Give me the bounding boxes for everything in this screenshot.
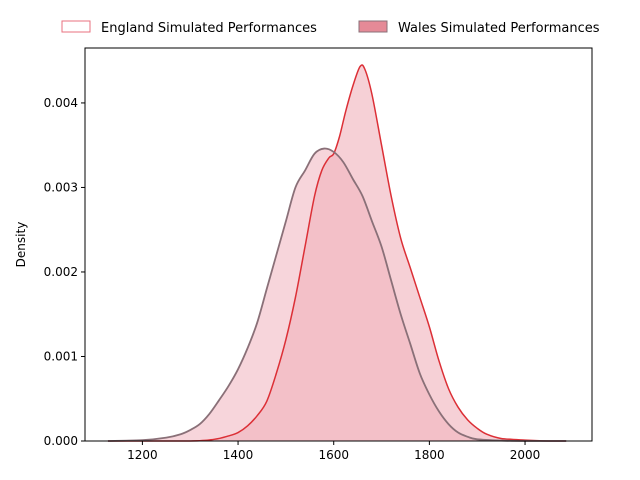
y-tick-label: 0.000 [44, 434, 78, 448]
england-density-line [107, 64, 567, 442]
wales-density-line [107, 147, 567, 442]
legend-label-wales: Wales Simulated Performances [398, 21, 600, 36]
x-tick-label: 2000 [510, 448, 541, 462]
legend-swatch-england [61, 20, 91, 33]
y-axis: 0.000 0.001 0.002 0.003 0.004 [44, 96, 85, 448]
x-axis: 1200 1400 1600 1800 2000 [127, 441, 540, 462]
x-tick-label: 1800 [414, 448, 445, 462]
plot-frame [84, 47, 593, 442]
y-tick-label: 0.004 [44, 96, 78, 110]
legend-label-england: England Simulated Performances [101, 21, 317, 36]
legend: England Simulated Performances Wales Sim… [61, 20, 600, 36]
y-tick-label: 0.002 [44, 265, 78, 279]
wales-density-area [107, 148, 567, 441]
x-tick-label: 1400 [223, 448, 254, 462]
x-tick-label: 1600 [318, 448, 349, 462]
legend-swatch-wales [358, 20, 388, 33]
plot-area [107, 64, 567, 442]
x-tick-label: 1200 [127, 448, 158, 462]
y-tick-label: 0.003 [44, 180, 78, 194]
y-tick-label: 0.001 [44, 349, 78, 363]
y-axis-label: Density [14, 222, 28, 268]
